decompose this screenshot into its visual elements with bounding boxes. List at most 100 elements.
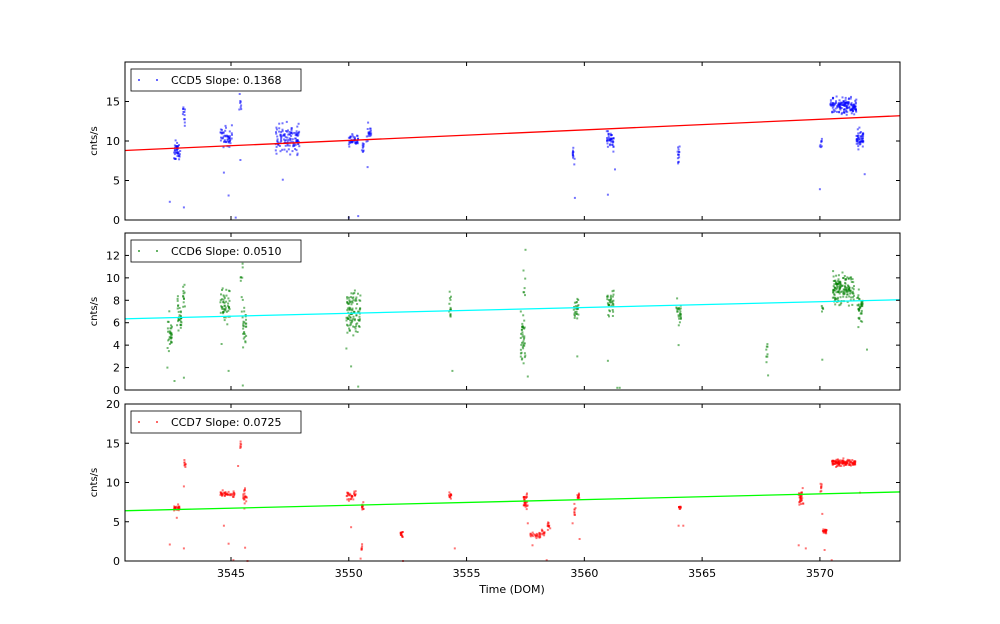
data-point xyxy=(176,324,179,327)
data-point xyxy=(836,110,838,113)
data-point xyxy=(838,292,841,295)
data-point xyxy=(524,294,526,297)
data-point xyxy=(531,544,534,547)
data-point xyxy=(449,313,452,316)
data-point xyxy=(848,463,851,466)
data-point xyxy=(295,130,298,133)
data-point xyxy=(839,108,842,111)
data-point xyxy=(346,297,349,300)
data-point xyxy=(355,141,358,144)
fit-line xyxy=(124,491,901,512)
data-point xyxy=(840,107,843,110)
data-point xyxy=(842,288,845,291)
data-point xyxy=(844,278,847,281)
data-point xyxy=(453,547,456,550)
data-point xyxy=(678,321,681,324)
data-point xyxy=(225,294,228,297)
data-point xyxy=(356,134,359,137)
data-point xyxy=(227,490,230,493)
data-point xyxy=(290,129,293,132)
data-point xyxy=(170,341,173,344)
data-point xyxy=(835,283,838,286)
data-point xyxy=(612,303,615,306)
data-point xyxy=(824,532,827,535)
data-point xyxy=(177,310,180,313)
data-point xyxy=(351,133,354,136)
data-point xyxy=(287,129,289,132)
data-point xyxy=(820,490,823,493)
data-point xyxy=(226,138,229,141)
data-point xyxy=(860,304,863,307)
data-point xyxy=(223,319,226,322)
data-point xyxy=(839,283,842,285)
data-point xyxy=(358,318,361,321)
data-point xyxy=(178,307,181,309)
data-point xyxy=(245,325,248,328)
data-point xyxy=(173,157,175,160)
data-point xyxy=(526,500,529,503)
data-point xyxy=(166,327,169,330)
data-point xyxy=(355,323,358,326)
data-point xyxy=(362,501,365,504)
data-point xyxy=(835,101,838,104)
data-point xyxy=(289,139,292,142)
data-point xyxy=(607,299,610,301)
data-point xyxy=(289,153,292,156)
data-point xyxy=(345,347,348,350)
data-point xyxy=(220,298,223,301)
data-point xyxy=(851,107,854,110)
data-point xyxy=(223,295,226,298)
data-point xyxy=(286,136,289,139)
data-point xyxy=(361,151,364,153)
data-point xyxy=(369,134,372,137)
data-point xyxy=(675,306,678,309)
data-point xyxy=(846,289,849,292)
data-point xyxy=(355,296,358,299)
data-point xyxy=(519,355,522,358)
data-point xyxy=(845,107,848,109)
y-tick-label: 15 xyxy=(106,96,120,109)
data-point xyxy=(223,316,226,319)
data-point xyxy=(349,135,352,138)
y-tick-label: 6 xyxy=(113,317,120,330)
data-point xyxy=(857,132,860,135)
data-point xyxy=(294,133,297,136)
data-point xyxy=(573,157,576,160)
data-point xyxy=(365,135,368,138)
data-point xyxy=(242,322,245,325)
data-point xyxy=(182,547,185,550)
data-point xyxy=(369,129,372,132)
data-point xyxy=(855,109,857,112)
data-point xyxy=(843,462,846,465)
data-point xyxy=(523,352,526,355)
data-point xyxy=(179,323,182,326)
data-point xyxy=(574,305,577,308)
data-point xyxy=(173,509,176,512)
data-point xyxy=(854,108,857,111)
data-point xyxy=(289,133,291,136)
data-point xyxy=(225,288,228,291)
data-point xyxy=(851,463,854,466)
data-point xyxy=(856,128,859,131)
x-tick-label: 3570 xyxy=(806,567,834,580)
data-point xyxy=(222,137,224,140)
data-point xyxy=(549,527,552,530)
data-point xyxy=(831,460,834,463)
data-point xyxy=(354,330,357,333)
data-point xyxy=(832,96,835,99)
data-point xyxy=(224,140,227,143)
data-point xyxy=(168,543,171,546)
data-point xyxy=(296,134,299,137)
legend-marker xyxy=(138,79,140,81)
data-point xyxy=(183,121,186,124)
data-point xyxy=(523,502,526,504)
data-point xyxy=(167,350,170,353)
y-tick-label: 15 xyxy=(106,437,120,450)
data-point xyxy=(541,533,544,536)
data-point xyxy=(841,101,844,104)
data-point xyxy=(224,493,227,496)
data-point xyxy=(244,487,246,490)
data-point xyxy=(243,502,246,505)
data-point xyxy=(357,318,360,321)
